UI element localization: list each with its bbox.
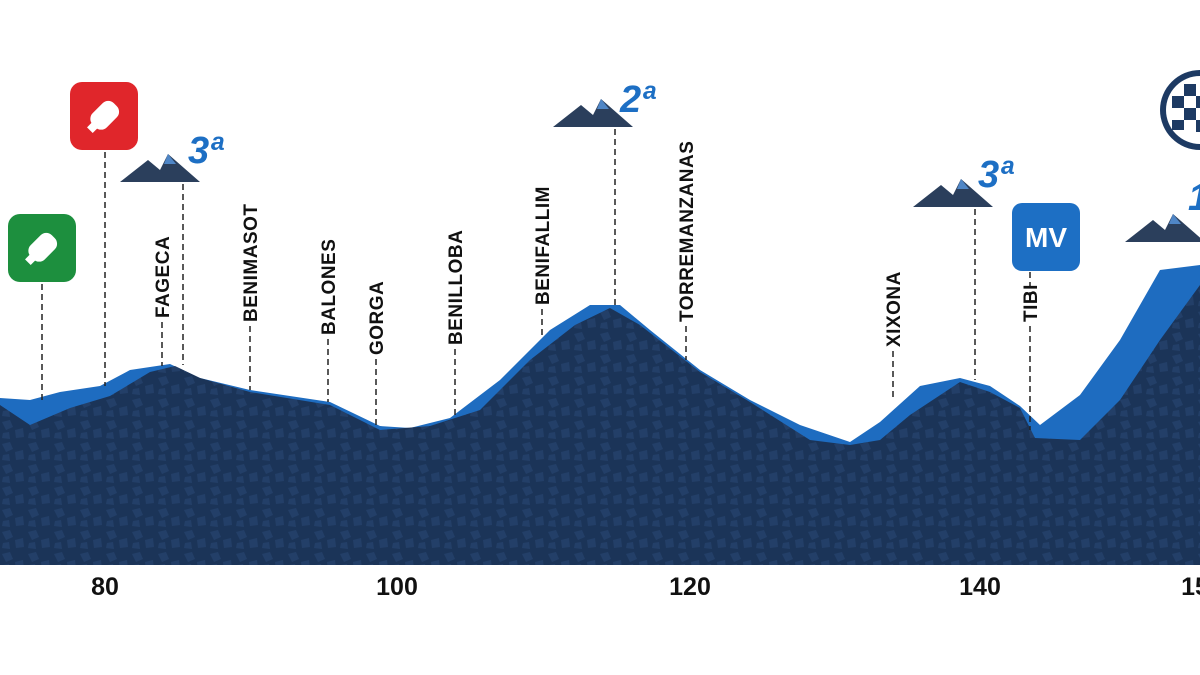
place-label: GORGA <box>367 281 388 355</box>
place-label: XIXONA <box>884 271 905 347</box>
bottle <box>87 100 120 133</box>
climb-icon-snow <box>957 179 969 189</box>
climb-category: 1 <box>1188 177 1200 219</box>
profile-terrain <box>0 285 1200 565</box>
climb-icon <box>913 179 993 207</box>
climb-icon <box>1125 214 1200 242</box>
mountain-prize-icon <box>1012 203 1080 271</box>
place-label: FAGECA <box>153 236 174 318</box>
climb-category: 3ª <box>978 154 1014 196</box>
place-label: BALONES <box>319 239 340 335</box>
place-label: TORREMANZANAS <box>677 141 698 322</box>
distance-label: 100 <box>376 573 418 601</box>
place-label: TIBI <box>1021 284 1042 322</box>
place-label: BENILLOBA <box>446 230 467 345</box>
climb-icon-snow <box>1169 214 1181 224</box>
climb-category: 3ª <box>188 130 224 172</box>
climb-icon <box>553 99 633 127</box>
climb-icon-snow <box>164 154 176 164</box>
distance-label: 15 <box>1181 573 1200 601</box>
distance-label: 120 <box>669 573 711 601</box>
finish-icon <box>1160 70 1200 150</box>
distance-label: 140 <box>959 573 1001 601</box>
climb-icon <box>120 154 200 182</box>
distance-label: 80 <box>91 573 119 601</box>
climb-icon-snow <box>597 99 609 109</box>
place-label: BENIMASOT <box>241 204 262 323</box>
place-label: BENIFALLIM <box>533 186 554 305</box>
mountain-prize: MV <box>1025 222 1067 253</box>
climb-category: 2ª <box>619 79 656 121</box>
